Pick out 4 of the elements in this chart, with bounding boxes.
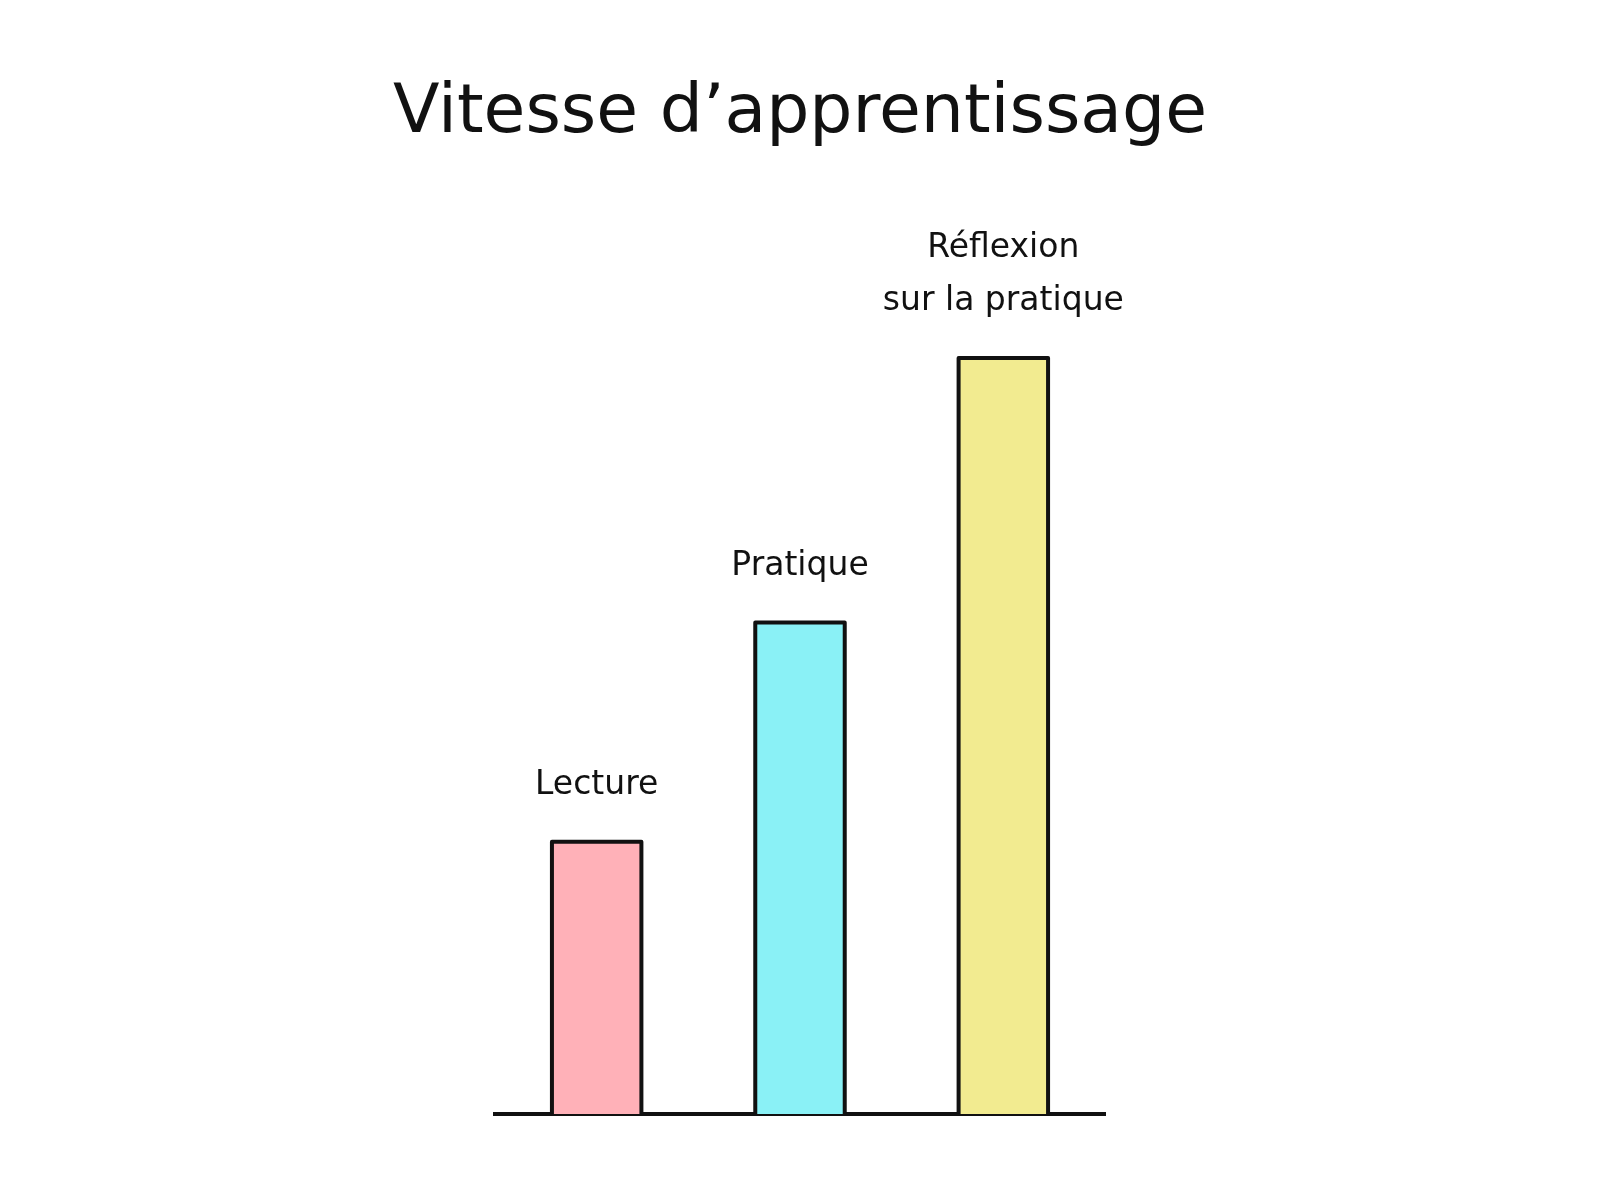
x-tick-label: Lecture — [535, 762, 659, 802]
x-tick-label: Réflexion sur la pratique — [882, 226, 1124, 318]
x-tick-label: Pratique — [731, 543, 869, 583]
chart-title: Vitesse d’apprentissage — [392, 69, 1208, 148]
